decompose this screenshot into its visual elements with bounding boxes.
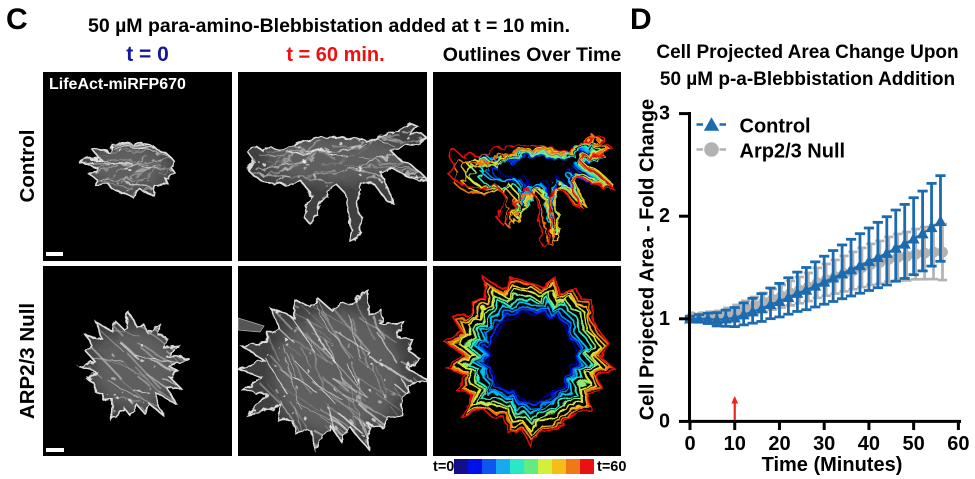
svg-text:0: 0 [660,410,670,432]
svg-text:30: 30 [813,433,835,455]
svg-text:40: 40 [858,433,880,455]
svg-text:0: 0 [684,433,695,455]
svg-text:3: 3 [660,103,670,125]
svg-text:Time (Minutes): Time (Minutes) [762,454,903,476]
svg-text:Control: Control [740,116,811,138]
svg-text:2: 2 [660,205,670,227]
svg-text:60: 60 [947,433,969,455]
svg-text:20: 20 [768,433,790,455]
svg-text:Arp2/3 Null: Arp2/3 Null [740,141,846,163]
svg-text:10: 10 [724,433,746,455]
svg-text:50: 50 [903,433,925,455]
svg-text:1: 1 [660,308,670,330]
